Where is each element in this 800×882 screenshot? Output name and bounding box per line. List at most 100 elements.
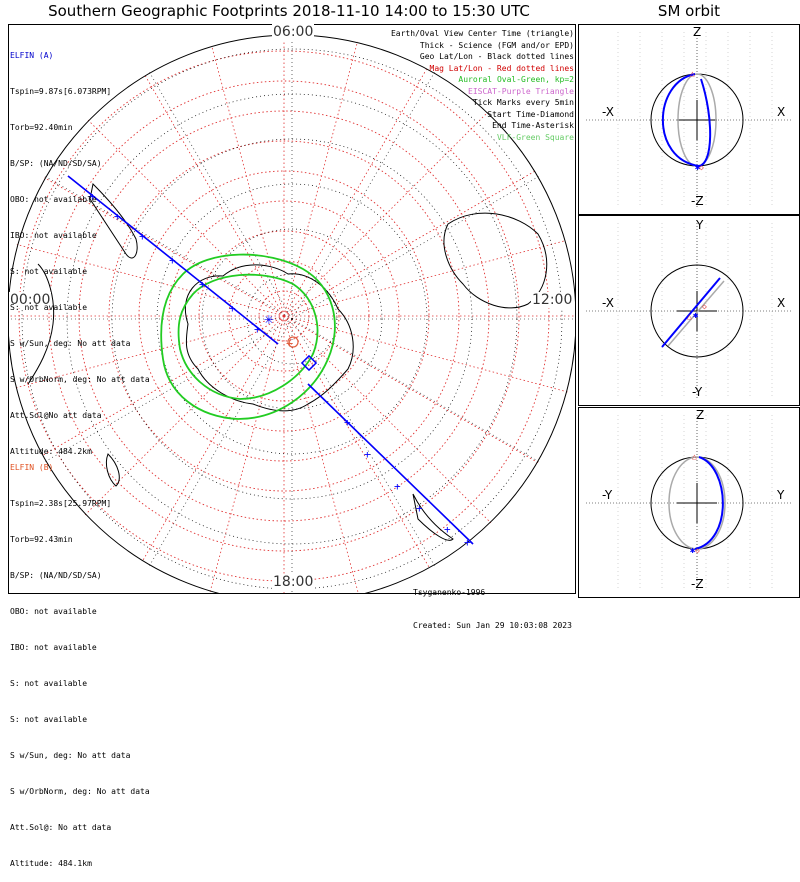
elfin-b-s1: S: not available: [10, 679, 88, 688]
legend: Earth/Oval View Center Time (triangle) T…: [391, 28, 574, 143]
mag-lon-line: [283, 315, 576, 426]
elfin-a-s1: S: not available: [10, 267, 88, 276]
svg-text:✱: ✱: [690, 546, 696, 556]
island-coastline: [105, 453, 120, 487]
tick-mark: +: [199, 278, 206, 291]
svg-text:◇: ◇: [695, 546, 700, 555]
credits: Tsyganenko-1996 Created: Sun Jan 29 10:0…: [413, 565, 572, 642]
svg-text:◇: ◇: [699, 163, 704, 172]
elfin-b-s2: S: not available: [10, 715, 88, 724]
orbit-panel-xy: ✱ ◇ △ Y -Y -X X: [578, 215, 800, 406]
elfin-a-sun: S w/Sun, deg: No att data: [10, 339, 131, 348]
geo-lat-circle: [156, 183, 428, 455]
sm-orbit-title: SM orbit: [657, 2, 721, 20]
elfin-a-altitude: Altitude: 484.2km: [10, 447, 92, 456]
plot-title: Southern Geographic Footprints 2018-11-1…: [48, 2, 530, 20]
tick-mark: +: [254, 323, 261, 336]
mag-lat-circle: [48, 80, 520, 552]
legend-item: EISCAT-Purple Triangle: [468, 86, 574, 96]
model-credit: Tsyganenko-1996: [413, 588, 486, 597]
tick-mark: +: [344, 416, 351, 429]
elfin-b-sun: S w/Sun, deg: No att data: [10, 751, 131, 760]
legend-item: Tick Marks every 5min: [472, 98, 574, 107]
elfin-b-info: ELFIN (B) Tspin=2.38s[25.97RPM] Torb=92.…: [10, 438, 150, 882]
elfin-b-obo: OBO: not available: [10, 607, 97, 616]
axis-left-label: -Y: [602, 488, 613, 502]
view-center-cross: +: [286, 336, 293, 350]
elfin-a-attsol: Att.Sol@No att data: [10, 411, 102, 420]
mag-lon-line: [283, 315, 576, 527]
mag-lon-line: [174, 34, 285, 317]
legend-item: Geo Lat/Lon - Black dotted lines: [419, 52, 574, 61]
axis-left-label: -X: [602, 105, 614, 119]
elfin-b-tspin: Tspin=2.38s[25.97RPM]: [10, 499, 112, 508]
elfin-b-ibo: IBO: not available: [10, 643, 97, 652]
tick-mark: +: [169, 254, 176, 267]
australia-coastline: [443, 212, 548, 309]
elfin-a-track-north: [307, 383, 474, 545]
mag-lat-circle: [108, 140, 460, 492]
clock-label-right: 12:00: [531, 292, 574, 308]
africa-coastline: [27, 263, 55, 385]
mag-lat-circle: [168, 200, 400, 432]
tick-mark: +: [364, 448, 371, 461]
elfin-a-obo: OBO: not available: [10, 195, 97, 204]
axis-left-label: -X: [602, 296, 614, 310]
elfin-a-orbnorm: S w/OrbNorm, deg: No att data: [10, 375, 150, 384]
auroral-oval-outer: [160, 253, 336, 420]
start-diamond: [300, 354, 318, 372]
tick-mark: +: [464, 536, 471, 549]
elfin-a-tspin: Tspin=9.87s[6.073RPM]: [10, 87, 112, 96]
end-asterisk: ✳: [264, 309, 274, 328]
elfin-a-torb: Torb=92.40min: [10, 123, 73, 132]
view-center-marker: [287, 336, 299, 348]
mag-lat-circle: [228, 260, 340, 372]
legend-item: Start Time-Diamond: [487, 109, 574, 119]
elfin-a-ibo: IBO: not available: [10, 231, 97, 240]
svg-text:✱: ✱: [693, 311, 699, 321]
tick-mark: +: [89, 190, 96, 203]
legend-item: Auroral Oval-Green, kp=2: [458, 75, 574, 84]
orbit-xy-plot: ✱ ◇ △: [578, 215, 800, 406]
orbit-panel-xz: △ ✱ ◇ Z -Z -X X: [578, 24, 800, 215]
geo-lat-circle: [21, 48, 563, 590]
elfin-b-name: ELFIN (B): [10, 463, 54, 472]
orbit-yz-plot: △ ✱ ◇: [578, 407, 800, 598]
clock-label-top: 06:00: [272, 24, 315, 40]
created-timestamp: Created: Sun Jan 29 10:03:08 2023: [413, 621, 572, 630]
orbit-panel-yz: △ ✱ ◇ Z -Z -Y Y: [578, 407, 800, 598]
elfin-b-altitude: Altitude: 484.1km: [10, 859, 92, 868]
axis-bottom-label: -Z: [691, 577, 704, 591]
mag-lon-line: [174, 315, 285, 594]
elfin-b-torb: Torb=92.43min: [10, 535, 73, 544]
elfin-a-bsp: B/SP: (NA/ND/SD/SA): [10, 159, 102, 168]
axis-bottom-label: -Y: [692, 385, 703, 399]
tick-mark: +: [229, 302, 236, 315]
orbit-xz-plot: △ ✱ ◇: [578, 24, 800, 215]
axis-right-label: X: [777, 296, 786, 310]
svg-text:✱: ✱: [695, 163, 701, 173]
tick-mark: +: [139, 230, 146, 243]
elfin-a-name: ELFIN (A): [10, 51, 54, 60]
svg-text:△: △: [690, 69, 695, 78]
elfin-b-attsol: Att.Sol@: No att data: [10, 823, 112, 832]
elfin-b-orbnorm: S w/OrbNorm, deg: No att data: [10, 787, 150, 796]
svg-text:◇: ◇: [702, 302, 707, 311]
elfin-a-s2: S: not available: [10, 303, 88, 312]
geo-lon-line: [291, 318, 503, 594]
elfin-a-track-south: [67, 175, 279, 345]
tick-mark: +: [394, 480, 401, 493]
south-america-coastline: [89, 182, 138, 259]
legend-item: End Time-Asterisk: [492, 121, 574, 130]
svg-text:△: △: [687, 312, 692, 321]
clock-label-left: 00:00: [9, 292, 52, 308]
axis-bottom-label: -Z: [691, 194, 704, 208]
axis-right-label: X: [777, 105, 786, 119]
elfin-b-bsp: B/SP: (NA/ND/SD/SA): [10, 571, 102, 580]
auroral-oval-inner: [177, 273, 319, 400]
mag-lon-line: [283, 315, 394, 594]
legend-item: Thick - Science (FGM and/or EPD): [419, 40, 574, 50]
axis-right-label: Y: [777, 488, 785, 502]
tick-mark: +: [444, 523, 451, 536]
axis-top-label: Y: [696, 218, 704, 232]
